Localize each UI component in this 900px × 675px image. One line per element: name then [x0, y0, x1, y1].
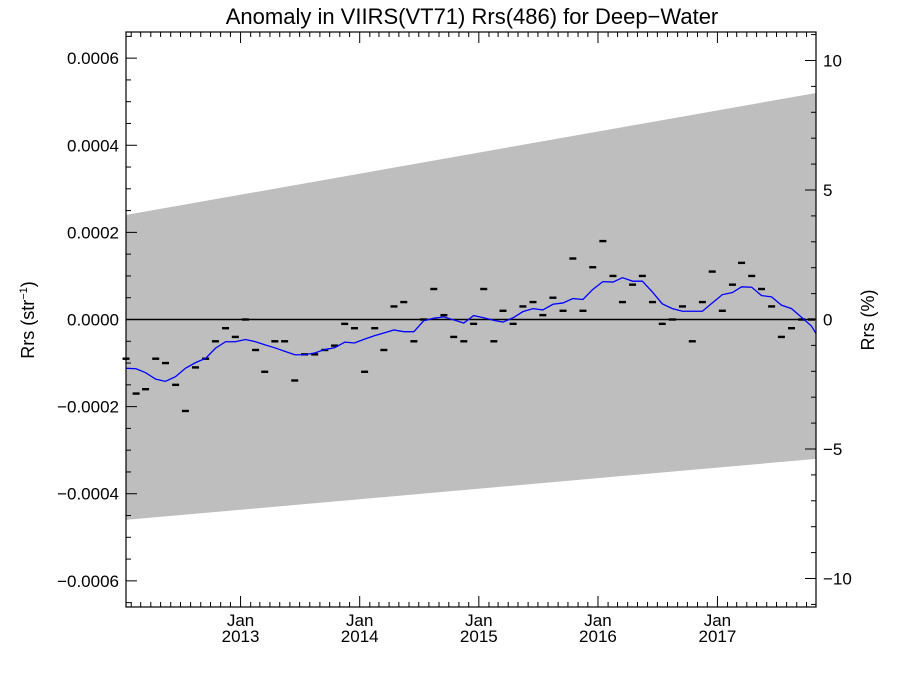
y-axis-label-close: ) [18, 281, 38, 287]
x-tick-year-label: 2017 [699, 627, 737, 646]
y-tick-label: −0.0004 [57, 485, 119, 504]
plot-area [122, 92, 817, 520]
x-tick-year-label: 2013 [222, 627, 260, 646]
monthly-markers [122, 239, 815, 413]
y2-tick-label: 5 [823, 181, 832, 200]
y2-tick-label: −10 [823, 570, 852, 589]
y-axis-ticks: 0.0006 0.0004 0.0002 0.0000 −0.0002 −0.0004 −0… [57, 35, 137, 604]
y2-tick-label: 10 [823, 51, 842, 70]
y-tick-label: −0.0006 [57, 572, 119, 591]
x-tick-month-label: Jan [465, 611, 492, 630]
x-tick-year-label: 2014 [341, 627, 379, 646]
x-tick-year-label: 2015 [460, 627, 498, 646]
x-tick-year-label: 2016 [579, 627, 617, 646]
chart-title: Anomaly in VIIRS(VT71) Rrs(486) for Deep… [226, 4, 719, 29]
y2-tick-label: 0 [823, 311, 832, 330]
y-tick-label: −0.0002 [57, 398, 119, 417]
y-axis-label-main: Rrs (str [18, 300, 38, 359]
smoothed-line [125, 276, 817, 383]
y2-axis-label: Rrs (%) [858, 290, 878, 351]
x-tick-month-label: Jan [584, 611, 611, 630]
x-tick-month-label: Jan [346, 611, 373, 630]
uncertainty-band [126, 92, 816, 520]
y-tick-label: 0.0002 [67, 223, 119, 242]
x-tick-month-label: Jan [704, 611, 731, 630]
y2-tick-label: −5 [823, 440, 842, 459]
y-tick-label: 0.0004 [67, 136, 119, 155]
x-tick-month-label: Jan [227, 611, 254, 630]
y-axis-label: Rrs (str−1) [18, 281, 38, 359]
y2-axis-ticks: 10 5 0 −5 −10 [805, 34, 852, 605]
y-axis-label-superscript: −1 [18, 287, 30, 300]
y-tick-label: 0.0006 [67, 49, 119, 68]
y-tick-label: 0.0000 [67, 311, 119, 330]
